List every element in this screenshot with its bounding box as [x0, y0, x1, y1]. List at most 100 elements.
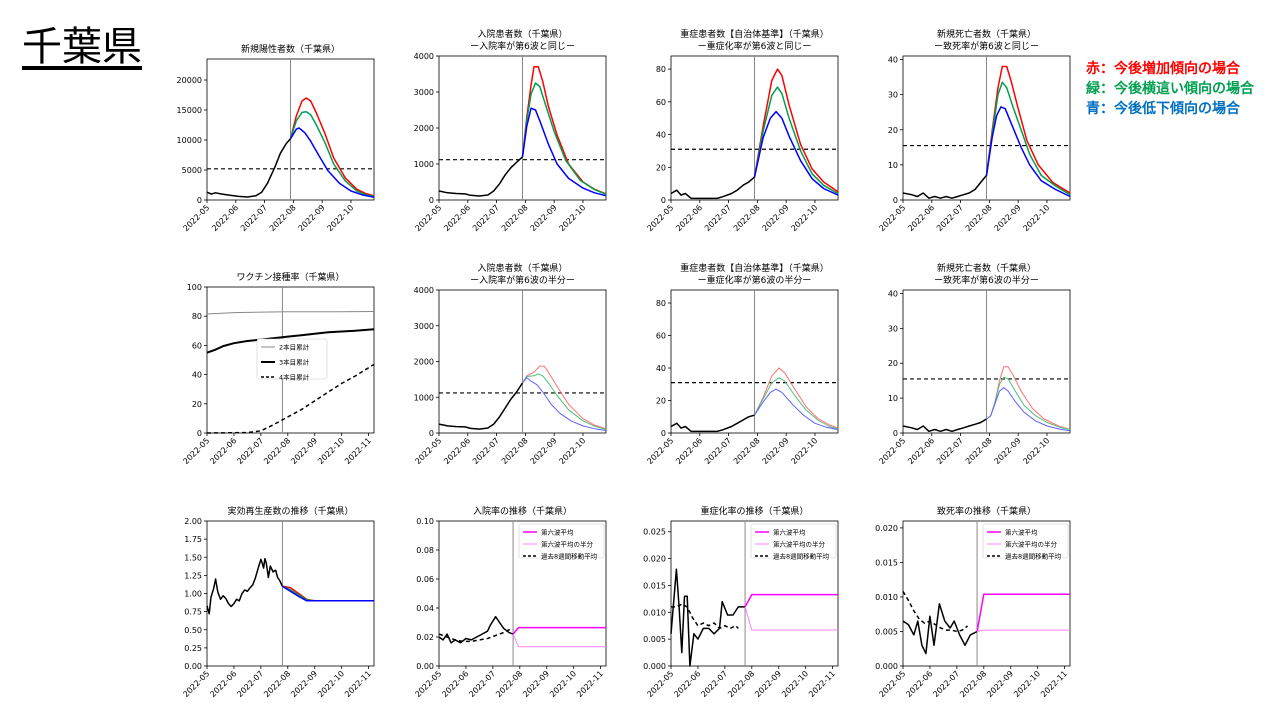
- y-tick-label: 1.75: [184, 535, 202, 544]
- legend-box: [256, 338, 328, 380]
- x-tick-label: 2022-11: [1039, 669, 1069, 699]
- chart-title: ー致死率が第6波の半分ー: [934, 274, 1039, 286]
- x-tick-label: 2022-10: [316, 436, 346, 466]
- x-tick-label: 2022-09: [753, 669, 783, 699]
- x-tick-label: 2022-11: [575, 669, 605, 699]
- x-tick-label: 2022-10: [548, 669, 578, 699]
- y-tick-label: 20000: [177, 76, 202, 85]
- chart-title: 重症患者数【自治体基準】（千葉県）: [680, 262, 829, 274]
- x-tick-label: 2022-08: [958, 669, 988, 699]
- y-tick-label: 0: [893, 196, 898, 205]
- legend-label: 過去8週間移動平均: [541, 552, 598, 561]
- chart-title: ワクチン接種率（千葉県）: [236, 271, 344, 283]
- x-tick-label: 2022-09: [529, 436, 559, 466]
- legend-box: [518, 523, 605, 559]
- series-line-4: [522, 377, 607, 431]
- chart-panel-2: 入院患者数（千葉県）ー入院率が第6波と同じー 0 1000 2000 3000 4000 2…: [413, 28, 607, 233]
- chart-title: ー致死率が第6波と同じー: [934, 40, 1039, 52]
- series-line-1: [670, 414, 755, 433]
- page-title: 千葉県: [22, 24, 142, 70]
- plot-frame: [438, 520, 607, 667]
- y-tick-label: 2000: [414, 358, 434, 367]
- y-tick-label: 10: [888, 161, 898, 170]
- series-line-1: [206, 138, 292, 198]
- series-line-3: [986, 376, 1071, 430]
- series-line-2: [754, 367, 839, 429]
- x-tick-label: 2022-10: [1012, 669, 1042, 699]
- legend-label: 第六波平均の半分: [773, 540, 826, 549]
- x-tick-label: 2022-09: [297, 203, 327, 233]
- x-tick-label: 2022-09: [993, 203, 1023, 233]
- y-tick-label: 0: [893, 429, 898, 438]
- y-tick-label: 0.020: [875, 524, 898, 533]
- x-tick-label: 2022-06: [208, 669, 238, 699]
- x-tick-label: 2022-06: [674, 203, 704, 233]
- y-tick-label: 0: [429, 196, 434, 205]
- x-tick-label: 2022-06: [674, 436, 704, 466]
- chart-title: 新規陽性者数（千葉県）: [241, 43, 340, 55]
- series-line-1: [206, 311, 375, 315]
- x-tick-label: 2022-08: [732, 436, 762, 466]
- chart-panel-12: 致死率の推移（千葉県） 0.000 0.005 0.010 0.015 0.020 2022…: [875, 505, 1071, 699]
- series-line-4: [744, 606, 838, 631]
- series-line-2: [206, 328, 375, 354]
- chart-title: 致死率の推移（千葉県）: [937, 505, 1036, 517]
- x-tick-label: 2022-08: [964, 436, 994, 466]
- y-tick-label: 0.015: [643, 581, 666, 590]
- series-line-4: [754, 388, 839, 431]
- plot-frame: [670, 520, 839, 667]
- x-tick-label: 2022-08: [262, 436, 292, 466]
- chart-title: 入院患者数（千葉県）: [477, 262, 567, 274]
- legend-label: 第六波平均の半分: [541, 540, 594, 549]
- x-tick-label: 2022-05: [181, 669, 211, 699]
- y-tick-label: 4000: [414, 286, 434, 295]
- x-tick-label: 2022-05: [877, 669, 907, 699]
- legend-label: 4本目累計: [279, 373, 310, 382]
- y-tick-label: 0.50: [184, 626, 202, 635]
- legend-label: 過去8週間移動平均: [773, 552, 830, 561]
- y-tick-label: 10: [888, 394, 898, 403]
- x-tick-label: 2022-11: [343, 436, 373, 466]
- y-tick-label: 0.015: [875, 558, 898, 567]
- x-tick-label: 2022-09: [761, 203, 791, 233]
- x-tick-label: 2022-11: [807, 669, 837, 699]
- series-line-2: [522, 365, 607, 430]
- y-tick-label: 1000: [414, 160, 434, 169]
- x-tick-label: 2022-09: [529, 203, 559, 233]
- x-tick-label: 2022-10: [789, 203, 819, 233]
- legend-label: 第六波平均: [1005, 528, 1038, 537]
- y-tick-label: 40: [888, 56, 898, 65]
- y-tick-label: 60: [192, 341, 202, 350]
- scenario-note-blue: 青：今後低下傾向の場合: [1086, 101, 1240, 117]
- y-tick-label: 10000: [177, 136, 202, 145]
- y-tick-label: 0.00: [416, 662, 434, 671]
- x-tick-label: 2022-08: [964, 203, 994, 233]
- y-tick-label: 0: [661, 429, 666, 438]
- y-tick-label: 0.04: [416, 604, 434, 613]
- x-tick-label: 2022-05: [877, 203, 907, 233]
- y-tick-label: 30: [888, 324, 898, 333]
- y-tick-label: 0.10: [416, 517, 434, 526]
- chart-panel-9: 実効再生産数の推移（千葉県） 0.00 0.25 0.50 0.75 1.00 1.25 1.…: [181, 505, 375, 699]
- y-tick-label: 0: [197, 196, 202, 205]
- legend-label: 2本目累計: [279, 343, 310, 352]
- y-tick-label: 1000: [414, 393, 434, 402]
- chart-title: ー重症化率が第6波と同じー: [698, 40, 812, 52]
- legend-label: 過去8週間移動平均: [1005, 552, 1062, 561]
- series-line-4: [986, 387, 1071, 432]
- x-tick-label: 2022-07: [703, 203, 733, 233]
- y-tick-label: 20: [192, 400, 202, 409]
- y-tick-label: 15000: [177, 106, 202, 115]
- y-tick-label: 0.08: [416, 546, 434, 555]
- x-tick-label: 2022-06: [906, 436, 936, 466]
- series-line-3: [976, 593, 1070, 632]
- x-tick-label: 2022-08: [726, 669, 756, 699]
- y-tick-label: 0.00: [184, 662, 202, 671]
- series-line-2: [985, 65, 1071, 194]
- legend-label: 第六波平均の半分: [1005, 540, 1058, 549]
- x-tick-label: 2022-06: [208, 436, 238, 466]
- series-line-1: [438, 615, 514, 644]
- x-tick-label: 2022-09: [761, 436, 791, 466]
- chart-title: 実効再生産数の推移（千葉県）: [227, 505, 353, 517]
